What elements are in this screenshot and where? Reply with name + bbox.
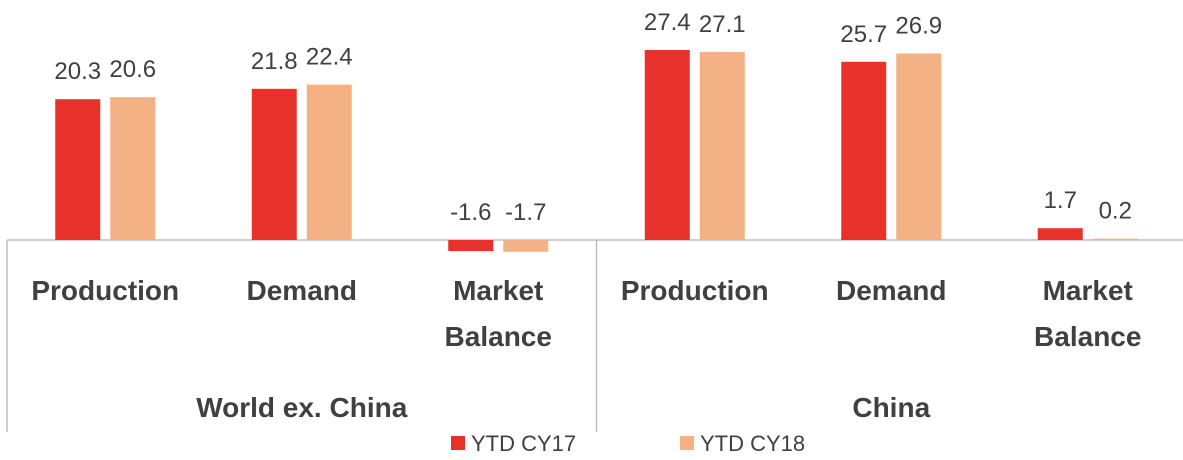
bar bbox=[699, 52, 745, 240]
bar bbox=[306, 84, 352, 240]
bar bbox=[1037, 228, 1083, 240]
bar bbox=[503, 240, 549, 252]
value-label: 0.2 bbox=[1099, 198, 1132, 225]
value-label: 20.6 bbox=[109, 56, 156, 83]
bar bbox=[448, 240, 494, 252]
bar bbox=[644, 50, 690, 240]
legend-swatch bbox=[451, 436, 465, 450]
value-label: 26.9 bbox=[895, 12, 942, 39]
group-label: World ex. China bbox=[196, 392, 408, 423]
x-tick-label: Production bbox=[620, 275, 769, 306]
value-label: 27.4 bbox=[644, 9, 691, 36]
x-tick-label: Production bbox=[31, 275, 180, 306]
value-label: 22.4 bbox=[306, 44, 353, 71]
bar bbox=[251, 88, 297, 240]
value-label: 20.3 bbox=[54, 58, 101, 85]
value-label: 25.7 bbox=[840, 21, 887, 48]
bar bbox=[1092, 238, 1138, 240]
bar bbox=[110, 97, 156, 240]
value-label: -1.7 bbox=[505, 199, 546, 226]
x-tick-label: Market Balance bbox=[1034, 275, 1142, 352]
bar bbox=[896, 53, 942, 241]
value-label: 1.7 bbox=[1044, 187, 1077, 214]
value-label: 27.1 bbox=[699, 11, 746, 38]
bar bbox=[55, 99, 101, 240]
value-label: 21.8 bbox=[251, 48, 298, 75]
legend-swatch bbox=[680, 436, 694, 450]
bar bbox=[841, 61, 887, 240]
x-tick-label: Demand bbox=[246, 275, 357, 306]
x-tick-label: Market Balance bbox=[444, 275, 552, 352]
value-label: -1.6 bbox=[450, 199, 491, 226]
x-tick-label: Demand bbox=[836, 275, 947, 306]
legend-label: YTD CY17 bbox=[471, 431, 576, 456]
legend-label: YTD CY18 bbox=[700, 431, 805, 456]
group-label: China bbox=[852, 392, 931, 423]
